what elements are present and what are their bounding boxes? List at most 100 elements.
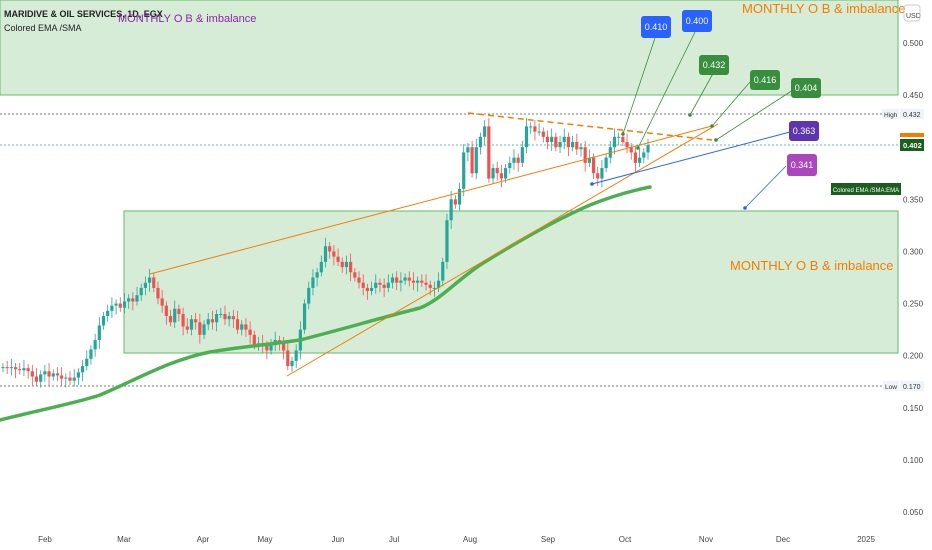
candle-body — [55, 373, 60, 376]
candle-body — [642, 152, 646, 158]
candle-body — [357, 277, 361, 283]
candle-body — [294, 350, 298, 361]
candle-body — [558, 142, 562, 148]
candle-body — [420, 280, 424, 283]
candle-body — [646, 145, 650, 153]
callout-label: 0.410 — [645, 22, 668, 32]
callout-0341[interactable]: 0.341 — [787, 154, 817, 176]
candle-body — [143, 282, 148, 288]
candle-body — [198, 322, 202, 335]
candle-body — [131, 298, 135, 302]
callout-label: 0.404 — [795, 83, 818, 93]
candle-body — [72, 377, 76, 381]
candle-body — [319, 261, 323, 273]
x-tick-label: Oct — [619, 535, 632, 544]
callout-0400[interactable]: 0.400 — [682, 10, 712, 32]
x-tick-label: Mar — [117, 535, 131, 544]
candle-body — [164, 305, 168, 317]
candle-body — [177, 308, 181, 314]
candle-body — [369, 287, 374, 292]
candle-body — [424, 282, 428, 285]
candle-body — [332, 251, 336, 257]
candle-body — [483, 126, 487, 137]
candle-body — [365, 287, 369, 292]
candle-body — [457, 188, 462, 205]
x-tick-label: Apr — [197, 535, 210, 544]
x-tick-label: 2025 — [857, 535, 875, 544]
callout-dots — [590, 113, 747, 210]
candle-body — [85, 358, 89, 367]
svg-text:High: High — [884, 112, 898, 119]
candle-body — [93, 340, 97, 350]
candle-body — [76, 372, 80, 378]
x-tick-label: Dec — [776, 535, 790, 544]
candle-body — [395, 277, 399, 283]
blue-line — [591, 131, 791, 185]
candle-body — [168, 316, 173, 323]
candle-body — [323, 246, 328, 262]
candle-body — [173, 308, 177, 323]
settings-icon[interactable] — [903, 4, 921, 22]
time-axis[interactable]: Feb Mar Apr May Jun Jul Aug Sep Oct Nov Dec 2025 — [38, 535, 875, 544]
candle-body — [575, 142, 579, 150]
candle-body — [114, 303, 118, 306]
candle-body — [562, 136, 566, 143]
candle-body — [382, 284, 386, 288]
candle-body — [449, 199, 453, 221]
callout-connectors — [622, 29, 794, 209]
candle-body — [625, 142, 629, 148]
candle-body — [39, 374, 43, 382]
x-tick-label: Aug — [463, 535, 477, 544]
y-tick-label: 0.450 — [903, 91, 924, 100]
upper-zone-label: MONTHLY O B & imbalance — [742, 1, 906, 16]
candle-body — [89, 349, 93, 359]
candle-body — [453, 199, 457, 205]
callout-0432[interactable]: 0.432 — [699, 55, 729, 75]
callout-0404[interactable]: 0.404 — [791, 78, 821, 98]
candle-body — [604, 157, 608, 169]
callout-0410[interactable]: 0.410 — [641, 16, 671, 38]
candle-body — [403, 277, 407, 281]
candle-body — [202, 324, 206, 335]
candle-body — [43, 371, 47, 375]
candle-body — [215, 313, 219, 323]
candle-body — [508, 162, 512, 169]
svg-text:Colored EMA /SMA:EMA: Colored EMA /SMA:EMA — [833, 188, 899, 194]
candle-body — [545, 136, 550, 143]
candle-body — [13, 367, 18, 370]
callout-label: 0.341 — [791, 160, 814, 170]
candle-body — [336, 256, 340, 262]
candle-body — [579, 147, 583, 150]
candle-body — [466, 147, 470, 153]
high-tag: High 0.432 — [882, 109, 924, 119]
candle-body — [340, 261, 344, 268]
candle-body — [118, 303, 122, 308]
candle-body — [156, 287, 160, 299]
candle-body — [290, 360, 294, 367]
candle-body — [399, 280, 403, 283]
callout-0363[interactable]: 0.363 — [789, 121, 819, 141]
candle-body — [516, 157, 520, 163]
callout-0416[interactable]: 0.416 — [750, 70, 780, 90]
candle-body — [374, 282, 378, 288]
candle-body — [160, 298, 164, 306]
candle-body — [587, 157, 591, 163]
trendline-upper — [149, 125, 713, 275]
candle-body — [474, 147, 478, 174]
current-price-tag: 0.402 — [900, 133, 924, 151]
x-tick-label: May — [257, 535, 272, 544]
candle-body — [499, 173, 504, 179]
ema-line — [0, 185, 652, 422]
candle-body — [600, 168, 604, 179]
candle-body — [596, 173, 600, 179]
candle-body — [361, 282, 365, 288]
candle-body — [617, 136, 621, 138]
low-tag: Low 0.170 — [883, 381, 924, 391]
candle-body — [139, 287, 143, 296]
lower-zone — [123, 210, 899, 354]
candle-body — [80, 366, 85, 373]
candle-body — [282, 343, 286, 351]
candle-body — [252, 334, 256, 346]
candle-body — [269, 345, 273, 351]
